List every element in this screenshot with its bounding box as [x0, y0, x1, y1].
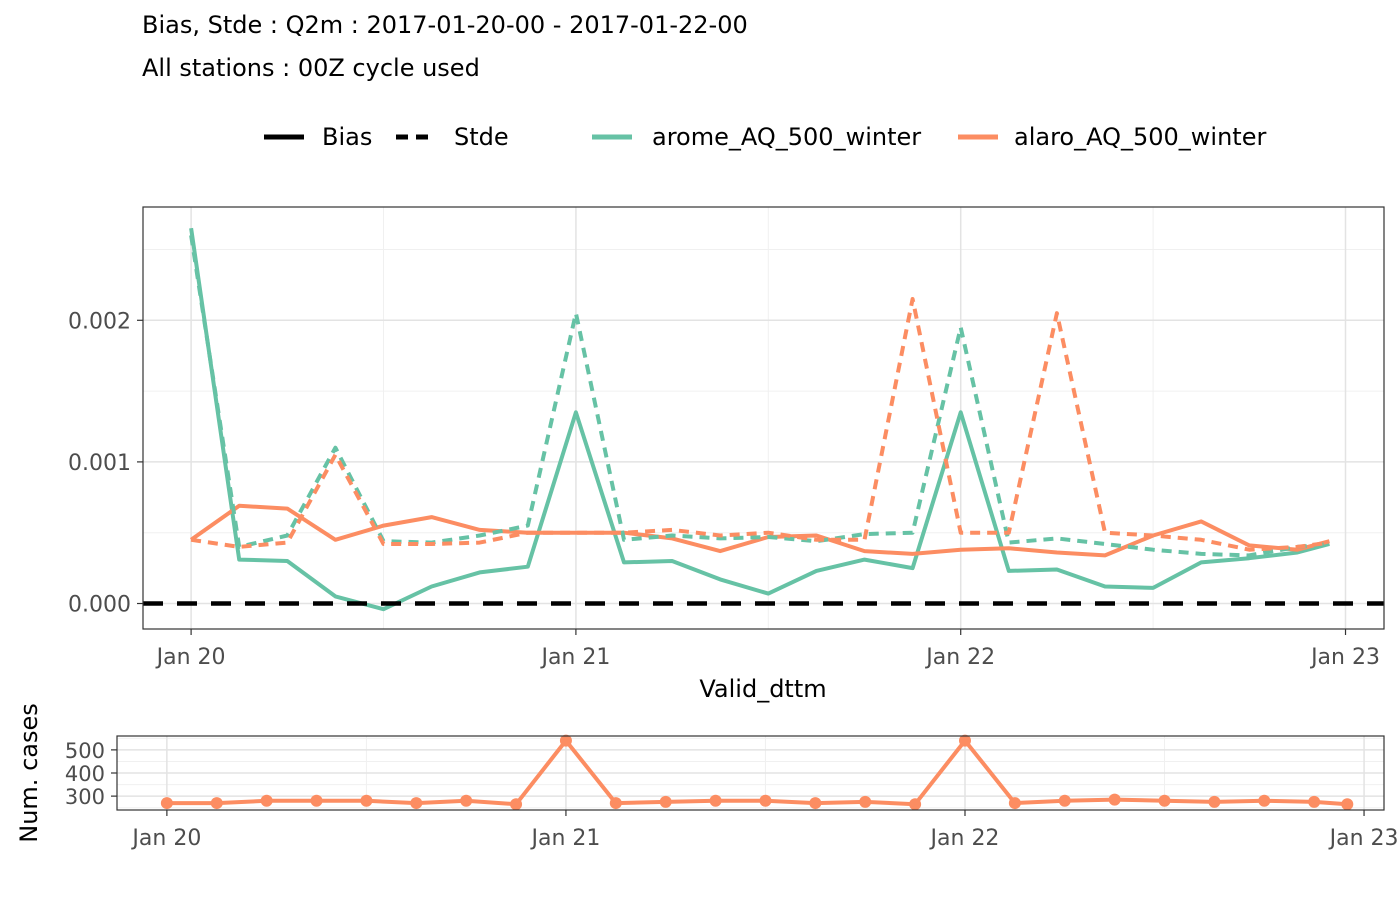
- cases-point: [859, 795, 872, 808]
- x-tick-label: Jan 20: [155, 645, 226, 670]
- cases-point: [160, 797, 173, 810]
- series-line-stde-alaro_AQ_500_winter: [190, 297, 1330, 552]
- y-tick-label: 0.000: [68, 593, 131, 618]
- y-tick-label: 0.001: [68, 451, 131, 476]
- cases-point: [909, 798, 922, 811]
- legend-label-alaro: alaro_AQ_500_winter: [1014, 123, 1267, 151]
- cases-point: [410, 797, 423, 810]
- cases-point: [809, 797, 822, 810]
- main-axes: Jan 20 Jan 21 Jan 22 Jan 23 0.000 0.001 0.002: [68, 309, 1380, 670]
- cases-grid: [117, 736, 1384, 810]
- cases-point: [1008, 797, 1021, 810]
- cases-y-axis-title: Num. cases: [15, 703, 43, 842]
- x-axis-title: Valid_dttm: [699, 675, 826, 703]
- x-tick-label: Jan 22: [924, 645, 995, 670]
- x-tick-label: Jan 20: [130, 826, 201, 851]
- main-panel-border: [142, 206, 1385, 630]
- chart-title: Bias, Stde : Q2m : 2017-01-20-00 - 2017-…: [142, 11, 748, 39]
- main-series: [143, 227, 1384, 612]
- cases-point: [958, 734, 971, 747]
- legend-key-dashed: [396, 134, 436, 140]
- legend-label-bias: Bias: [322, 123, 373, 151]
- y-tick-label: 300: [65, 785, 105, 809]
- cases-point: [210, 797, 223, 810]
- cases-series: [160, 734, 1354, 811]
- x-tick-label: Jan 22: [929, 826, 1000, 851]
- cases-point: [1341, 798, 1354, 811]
- cases-point: [759, 794, 772, 807]
- y-tick-label: 500: [65, 739, 105, 763]
- cases-point: [1108, 793, 1121, 806]
- legend-key-arome: [592, 134, 632, 140]
- legend-label-arome: arome_AQ_500_winter: [652, 123, 922, 151]
- cases-point: [260, 794, 273, 807]
- legend-label-stde: Stde: [454, 123, 509, 151]
- cases-point: [709, 794, 722, 807]
- cases-point: [510, 798, 523, 811]
- cases-point: [1258, 794, 1271, 807]
- y-tick-label: 400: [65, 762, 105, 786]
- cases-point: [1058, 794, 1071, 807]
- chart-subtitle: All stations : 00Z cycle used: [142, 54, 480, 82]
- x-tick-label: Jan 23: [1309, 645, 1380, 670]
- cases-point: [609, 797, 622, 810]
- legend-key-alaro: [958, 134, 998, 140]
- x-tick-label: Jan 21: [539, 645, 610, 670]
- series-line-bias-arome_AQ_500_winter: [189, 227, 1330, 612]
- y-tick-label: 0.002: [68, 309, 131, 334]
- legend-key-solid: [264, 134, 304, 140]
- x-tick-label: Jan 23: [1328, 826, 1399, 851]
- cases-point: [460, 794, 473, 807]
- cases-point: [659, 795, 672, 808]
- x-tick-label: Jan 21: [529, 826, 600, 851]
- cases-point: [1208, 795, 1221, 808]
- cases-point: [360, 794, 373, 807]
- cases-point: [1308, 795, 1321, 808]
- cases-point: [559, 734, 572, 747]
- cases-point: [1158, 794, 1171, 807]
- cases-point: [310, 794, 323, 807]
